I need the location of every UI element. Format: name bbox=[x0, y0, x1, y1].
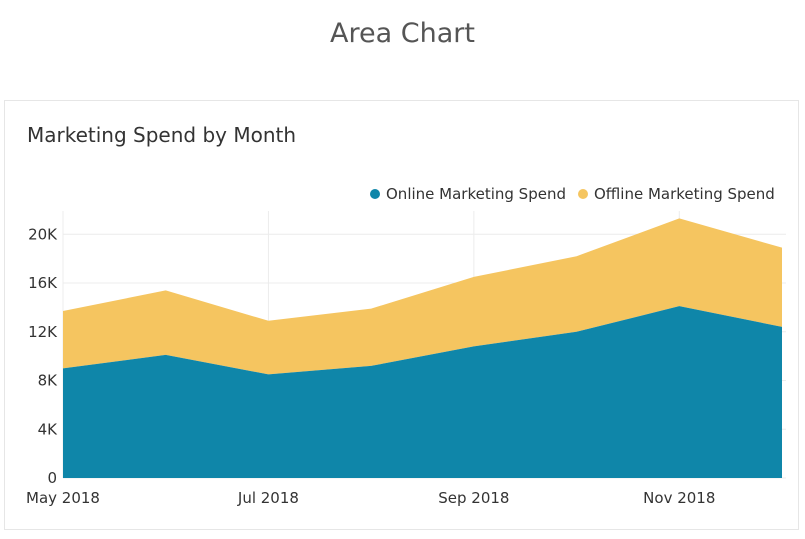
x-tick-label: May 2018 bbox=[26, 489, 100, 507]
legend-item-offline-marketing-spend-marker bbox=[578, 189, 588, 199]
x-tick-label: Jul 2018 bbox=[237, 489, 299, 507]
page-title: Area Chart bbox=[330, 18, 475, 49]
series-area-offline-marketing-spend bbox=[63, 218, 782, 375]
y-tick-label: 4K bbox=[38, 420, 59, 438]
legend-item-online-marketing-spend-label: Online Marketing Spend bbox=[386, 185, 566, 203]
y-tick-label: 20K bbox=[28, 225, 58, 243]
y-tick-label: 8K bbox=[38, 372, 59, 390]
y-tick-label: 0 bbox=[47, 469, 57, 487]
legend-item-offline-marketing-spend-label: Offline Marketing Spend bbox=[594, 185, 775, 203]
x-tick-label: Nov 2018 bbox=[643, 489, 715, 507]
x-tick-label: Sep 2018 bbox=[438, 489, 509, 507]
y-tick-label: 16K bbox=[28, 274, 58, 292]
chart-card: Marketing Spend by Month 0 4K 8K 12K 16K 20K M… bbox=[4, 100, 799, 530]
y-tick-label: 12K bbox=[28, 323, 58, 341]
legend-item-online-marketing-spend-marker bbox=[370, 189, 380, 199]
area-chart: 0 4K 8K 12K 16K 20K May 2018 Jul 2018 Sep 2018 No… bbox=[26, 185, 786, 507]
series-area-online-marketing-spend bbox=[63, 306, 782, 478]
chart-title: Marketing Spend by Month bbox=[27, 123, 297, 147]
